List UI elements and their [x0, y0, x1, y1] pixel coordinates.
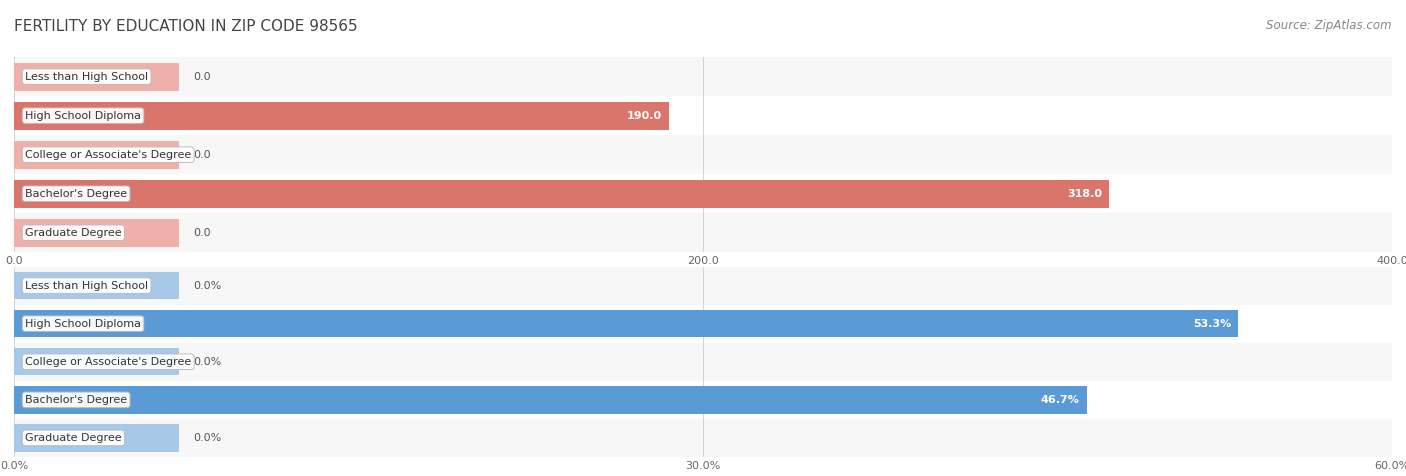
Bar — [14, 135, 1392, 174]
Bar — [14, 419, 1392, 457]
Text: 0.0%: 0.0% — [193, 280, 221, 291]
Bar — [14, 386, 1087, 414]
Bar — [14, 381, 1392, 419]
Text: High School Diploma: High School Diploma — [25, 318, 141, 329]
Text: 53.3%: 53.3% — [1192, 318, 1232, 329]
Text: Source: ZipAtlas.com: Source: ZipAtlas.com — [1267, 19, 1392, 32]
Text: 0.0: 0.0 — [193, 228, 211, 238]
Text: 46.7%: 46.7% — [1040, 395, 1080, 405]
Text: Less than High School: Less than High School — [25, 71, 148, 82]
Text: 0.0%: 0.0% — [193, 433, 221, 443]
Bar — [14, 272, 180, 299]
Bar — [14, 140, 180, 169]
Text: College or Associate's Degree: College or Associate's Degree — [25, 149, 191, 160]
Bar — [14, 424, 180, 452]
Text: 0.0%: 0.0% — [193, 357, 221, 367]
Text: FERTILITY BY EDUCATION IN ZIP CODE 98565: FERTILITY BY EDUCATION IN ZIP CODE 98565 — [14, 19, 357, 34]
Text: Graduate Degree: Graduate Degree — [25, 433, 122, 443]
Text: Graduate Degree: Graduate Degree — [25, 228, 122, 238]
Bar — [14, 174, 1392, 213]
Text: Less than High School: Less than High School — [25, 280, 148, 291]
Text: 318.0: 318.0 — [1067, 188, 1102, 199]
Bar — [14, 62, 180, 91]
Text: Bachelor's Degree: Bachelor's Degree — [25, 395, 127, 405]
Bar — [14, 213, 1392, 252]
Bar — [14, 96, 1392, 135]
Bar — [14, 343, 1392, 381]
Text: 190.0: 190.0 — [627, 110, 662, 121]
Bar — [14, 310, 1239, 337]
Bar — [14, 101, 669, 130]
Text: College or Associate's Degree: College or Associate's Degree — [25, 357, 191, 367]
Text: 0.0: 0.0 — [193, 71, 211, 82]
Bar — [14, 267, 1392, 305]
Bar — [14, 348, 180, 376]
Text: 0.0: 0.0 — [193, 149, 211, 160]
Bar — [14, 305, 1392, 343]
Text: High School Diploma: High School Diploma — [25, 110, 141, 121]
Bar — [14, 179, 1109, 208]
Bar — [14, 57, 1392, 96]
Bar — [14, 218, 180, 247]
Text: Bachelor's Degree: Bachelor's Degree — [25, 188, 127, 199]
